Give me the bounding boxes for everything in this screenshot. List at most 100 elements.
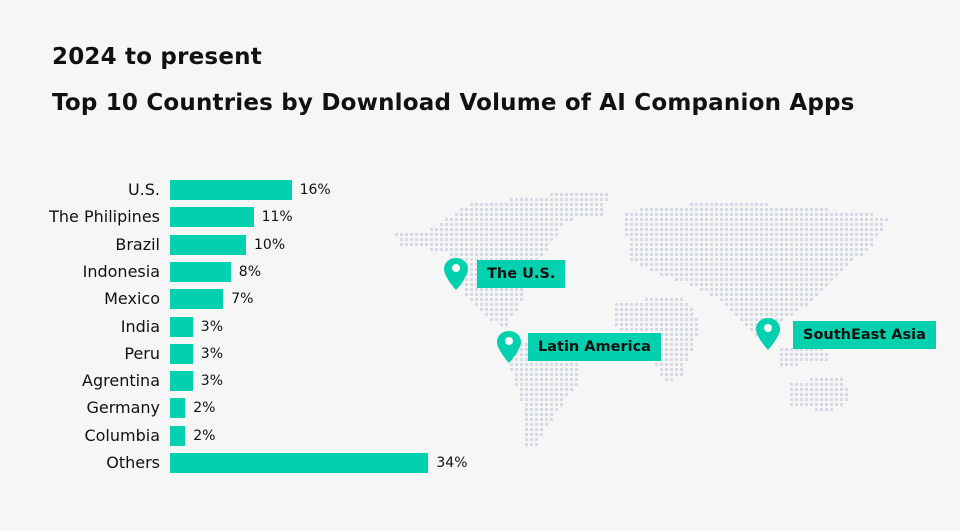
map-dot [520, 368, 523, 371]
map-dot [790, 383, 793, 386]
map-dot [440, 233, 443, 236]
map-dot [660, 373, 663, 376]
map-dot [815, 208, 818, 211]
map-dot [660, 273, 663, 276]
map-dot [745, 208, 748, 211]
map-dot [460, 208, 463, 211]
map-dot [425, 243, 428, 246]
map-dot [410, 233, 413, 236]
map-dot [770, 208, 773, 211]
map-dot [715, 203, 718, 206]
map-dot [470, 263, 473, 266]
map-dot [785, 298, 788, 301]
value-label: 2% [193, 400, 216, 417]
map-dot [645, 318, 648, 321]
map-dot [665, 218, 668, 221]
map-dot [760, 268, 763, 271]
map-dot [745, 228, 748, 231]
map-dot [510, 243, 513, 246]
map-dot [685, 308, 688, 311]
map-dot [770, 308, 773, 311]
map-dot [520, 398, 523, 401]
map-dot [750, 303, 753, 306]
map-dot [640, 228, 643, 231]
map-dot [830, 248, 833, 251]
map-dot [870, 243, 873, 246]
map-dot [735, 293, 738, 296]
map-dot [625, 313, 628, 316]
map-dot [810, 243, 813, 246]
map-dot [835, 218, 838, 221]
map-dot [520, 378, 523, 381]
map-dot [760, 258, 763, 261]
map-dot [760, 248, 763, 251]
map-dot [560, 223, 563, 226]
map-dot [645, 223, 648, 226]
map-dot [680, 223, 683, 226]
map-dot [780, 303, 783, 306]
map-dot [815, 288, 818, 291]
map-dot [630, 313, 633, 316]
map-dot [700, 203, 703, 206]
map-dot [775, 233, 778, 236]
map-dot [735, 258, 738, 261]
map-dot [810, 383, 813, 386]
map-dot [695, 278, 698, 281]
map-dot [845, 228, 848, 231]
map-dot [810, 283, 813, 286]
map-dot [705, 233, 708, 236]
map-dot [555, 368, 558, 371]
map-dot [800, 383, 803, 386]
map-pin-icon [497, 331, 521, 363]
map-dot [515, 373, 518, 376]
map-dot [515, 298, 518, 301]
map-dot [620, 318, 623, 321]
map-dot [575, 383, 578, 386]
map-dot [840, 258, 843, 261]
map-dot [725, 268, 728, 271]
map-dot [720, 258, 723, 261]
map-dot [830, 273, 833, 276]
map-dot [810, 393, 813, 396]
map-dot [475, 268, 478, 271]
map-dot [745, 288, 748, 291]
map-dot [520, 258, 523, 261]
map-dot [645, 243, 648, 246]
map-dot [475, 228, 478, 231]
category-label: U.S. [127, 180, 160, 199]
map-dot [585, 203, 588, 206]
map-dot [770, 313, 773, 316]
map-dot [695, 328, 698, 331]
map-dot [705, 223, 708, 226]
map-dot [795, 248, 798, 251]
map-dot [485, 218, 488, 221]
map-dot [535, 413, 538, 416]
map-dot [825, 393, 828, 396]
map-dot [555, 193, 558, 196]
map-dot [475, 223, 478, 226]
map-dot [760, 313, 763, 316]
map-dot [640, 238, 643, 241]
map-dot [710, 228, 713, 231]
map-dot [725, 303, 728, 306]
map-dot [660, 303, 663, 306]
map-dot [665, 303, 668, 306]
map-dot [540, 388, 543, 391]
map-dot [600, 203, 603, 206]
map-dot [745, 268, 748, 271]
map-dot [645, 313, 648, 316]
map-dot [835, 268, 838, 271]
map-dot [855, 218, 858, 221]
map-dot [660, 323, 663, 326]
map-dot [475, 208, 478, 211]
map-dot [640, 243, 643, 246]
map-dot [715, 228, 718, 231]
map-dot [780, 283, 783, 286]
map-dot [660, 298, 663, 301]
map-dot [675, 278, 678, 281]
map-dot [775, 303, 778, 306]
map-dot [690, 348, 693, 351]
map-dot [780, 218, 783, 221]
map-dot [790, 263, 793, 266]
map-dot [640, 253, 643, 256]
